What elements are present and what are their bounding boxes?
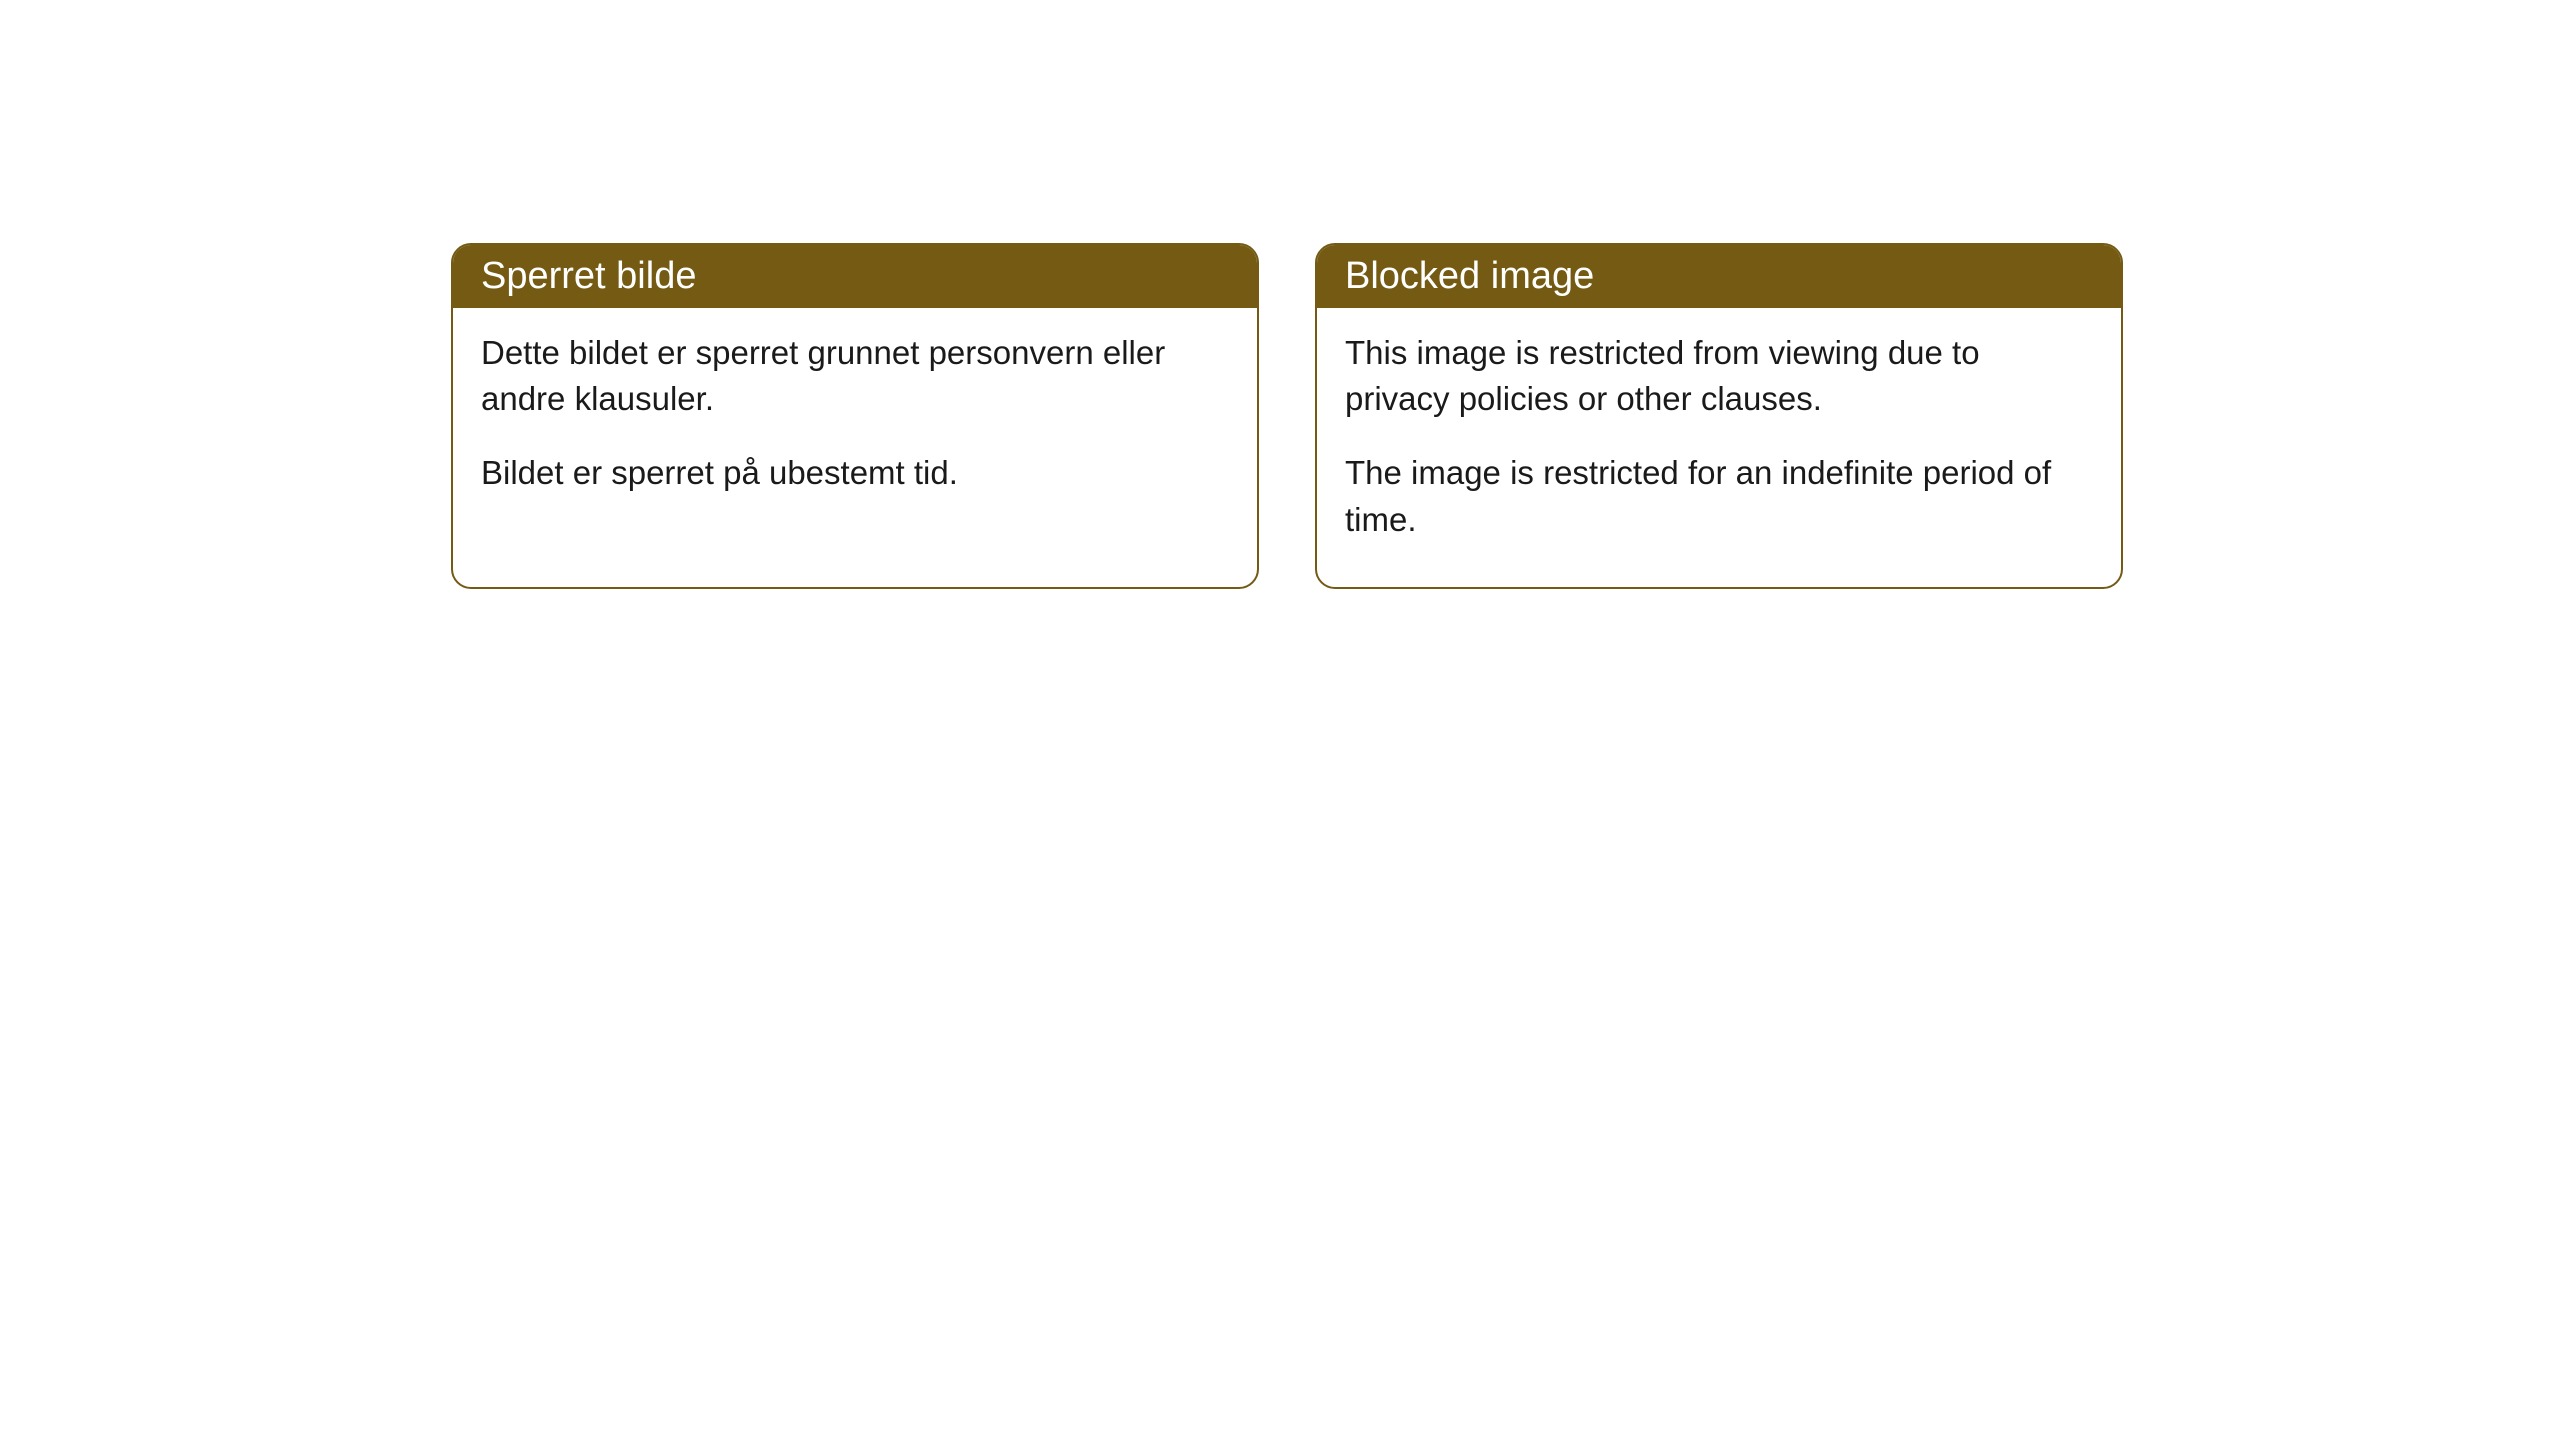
card-body-english: This image is restricted from viewing du… — [1317, 308, 2121, 587]
card-paragraph: The image is restricted for an indefinit… — [1345, 450, 2093, 542]
card-title: Blocked image — [1345, 255, 1594, 297]
card-paragraph: Dette bildet er sperret grunnet personve… — [481, 330, 1229, 422]
card-paragraph: This image is restricted from viewing du… — [1345, 330, 2093, 422]
card-body-norwegian: Dette bildet er sperret grunnet personve… — [453, 308, 1257, 541]
card-paragraph: Bildet er sperret på ubestemt tid. — [481, 450, 1229, 496]
cards-container: Sperret bilde Dette bildet er sperret gr… — [451, 243, 2123, 589]
card-header-english: Blocked image — [1317, 245, 2121, 308]
card-norwegian: Sperret bilde Dette bildet er sperret gr… — [451, 243, 1259, 589]
card-english: Blocked image This image is restricted f… — [1315, 243, 2123, 589]
card-header-norwegian: Sperret bilde — [453, 245, 1257, 308]
card-title: Sperret bilde — [481, 255, 696, 297]
